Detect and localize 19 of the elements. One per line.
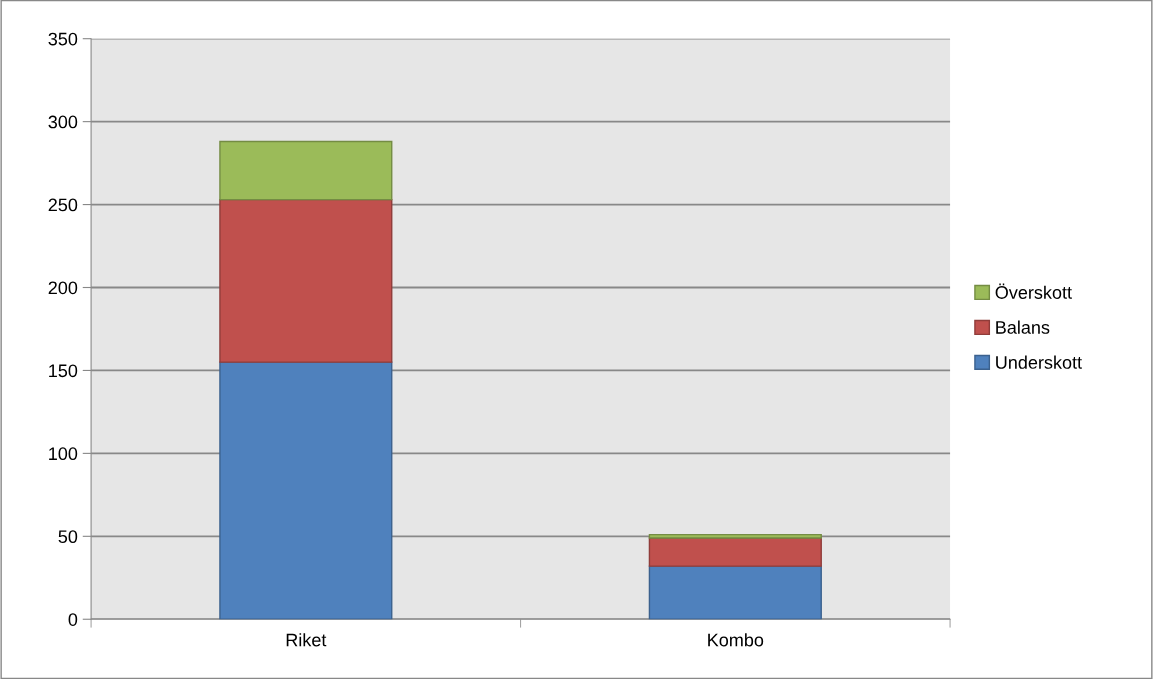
bar: [219, 140, 393, 201]
y-tick-label: 350: [48, 32, 78, 46]
bar: [648, 533, 822, 539]
legend-label: Överskott: [995, 283, 1072, 299]
bar: [219, 198, 393, 363]
y-tick-label: 150: [49, 364, 78, 378]
y-tick-label: 0: [68, 613, 78, 626]
bar: [648, 565, 822, 620]
x-tick-label: Riket: [286, 633, 327, 647]
y-tick-label: 50: [58, 530, 78, 544]
y-tick-label: 100: [49, 447, 78, 461]
bar: [219, 361, 393, 620]
legend-label: Balans: [996, 320, 1050, 334]
x-tick-label: Kombo: [708, 633, 764, 647]
bar: [648, 537, 822, 567]
y-tick-label: 250: [48, 198, 78, 212]
y-tick-label: 300: [48, 115, 78, 129]
y-tick-label: 200: [48, 281, 78, 295]
legend-label: Underskott: [996, 355, 1082, 369]
